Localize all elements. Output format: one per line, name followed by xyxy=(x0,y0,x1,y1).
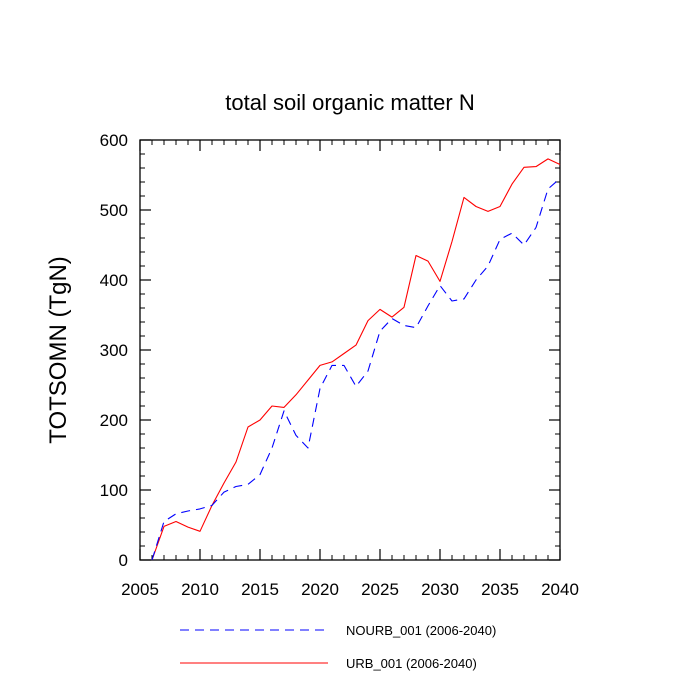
x-tick-label: 2040 xyxy=(541,580,579,599)
series-line-urb-001-2006-2040 xyxy=(151,158,561,561)
plot-frame xyxy=(139,139,561,561)
y-tick-label: 600 xyxy=(100,131,128,150)
legend: NOURB_001 (2006-2040) URB_001 (2006-2040) xyxy=(180,623,496,671)
series-line-nourb-001-2006-2040 xyxy=(151,178,561,561)
x-tick-label: 2005 xyxy=(121,580,159,599)
chart-title: total soil organic matter N xyxy=(225,90,474,115)
legend-label: NOURB_001 (2006-2040) xyxy=(346,623,496,638)
y-tick-label: 500 xyxy=(100,201,128,220)
y-tick-label: 200 xyxy=(100,411,128,430)
y-axis-label: TOTSOMN (TgN) xyxy=(45,256,72,444)
x-tick-label: 2035 xyxy=(481,580,519,599)
y-tick-label: 0 xyxy=(119,551,128,570)
x-tick-label: 2010 xyxy=(181,580,219,599)
plot-area: 2005 2010 2015 2020 2025 2030 2035 2040 0 100 200 3… xyxy=(100,131,579,599)
x-tick-label: 2015 xyxy=(241,580,279,599)
x-tick-label: 2030 xyxy=(421,580,459,599)
y-tick-label: 300 xyxy=(100,341,128,360)
y-tick-label: 400 xyxy=(100,271,128,290)
x-tick-label: 2020 xyxy=(301,580,339,599)
y-tick-label: 100 xyxy=(100,481,128,500)
x-tick-label: 2025 xyxy=(361,580,399,599)
legend-label: URB_001 (2006-2040) xyxy=(346,656,477,671)
